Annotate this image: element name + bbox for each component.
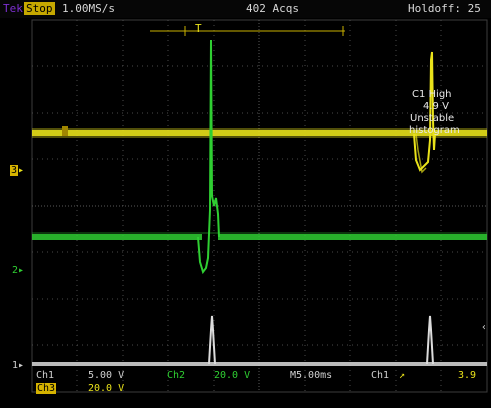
ch3-trigger-mark [62,126,68,136]
sample-rate: 1.00MS/s [62,2,115,15]
ch3-ground-marker[interactable]: 3▸ [10,165,25,176]
trigger-level-arrow-icon[interactable]: ‹ [481,322,488,333]
ch2-label[interactable]: Ch2 [167,370,186,381]
trigger-slope-icon[interactable]: ↗ [399,370,406,381]
trigger-source[interactable]: Ch1 [371,370,390,381]
ch2-ground-marker[interactable]: 2▸ [12,265,25,276]
center-axes [32,20,487,392]
ch1-scale: 5.00 V [88,370,125,381]
ch1-ground-marker[interactable]: 1▸ [12,360,25,371]
annotation-line-1: C1 High [412,89,452,100]
timebase-readout[interactable]: M5.00ms [290,370,333,381]
acquisition-count: 402 Acqs [246,2,299,15]
status-bar: Tek Stop 1.00MS/s 402 Acqs Holdoff: 25 [0,0,491,18]
ch2-waveform [32,39,487,275]
ch3-scale: 20.0 V [88,383,125,394]
annotation-line-2: 4.9 V [423,101,449,112]
trigger-position-marker[interactable]: T [195,22,202,35]
annotation-line-4: histogram [409,125,460,136]
trigger-window-bracket [150,26,345,36]
run-stop-indicator[interactable]: Stop [24,2,55,15]
annotation-line-3: Unstable [410,113,455,124]
ch1-waveform [32,315,487,366]
trigger-level: 3.9 [458,370,477,381]
ch2-scale: 20.0 V [214,370,251,381]
ch3-label[interactable]: Ch3 [36,383,57,394]
holdoff-readout: Holdoff: 25 [408,2,481,15]
brand-label: Tek [3,2,23,15]
horizontal-grid-lines [32,65,487,346]
ch3-waveform [32,51,487,174]
ch1-label[interactable]: Ch1 [36,370,55,381]
